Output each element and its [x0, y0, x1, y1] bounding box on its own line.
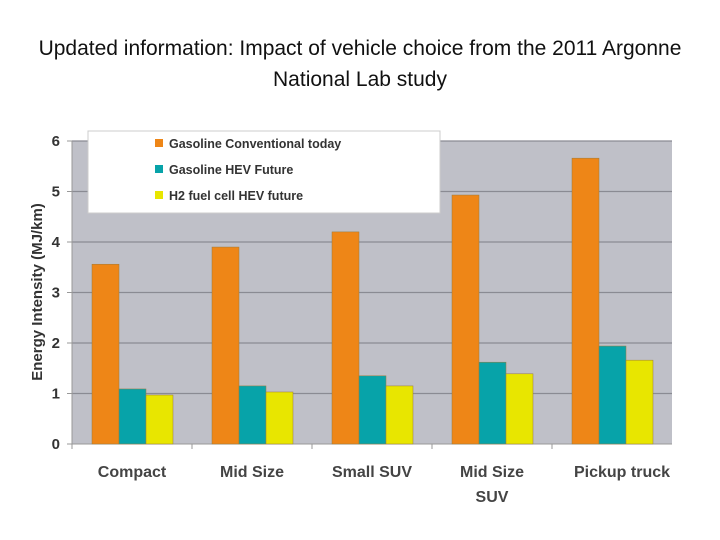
x-tick-label: Pickup truck [574, 464, 670, 481]
bar-h2-fuel-cell-hev-future [265, 391, 294, 445]
bar-gasoline-hev-future [358, 375, 387, 445]
x-tick-label: Mid Size [460, 464, 524, 481]
bar-gasoline-conventional-today [571, 157, 600, 445]
y-tick-label: 5 [52, 184, 60, 201]
y-tick-label: 0 [52, 436, 60, 453]
legend-swatch [155, 191, 163, 199]
bar-gasoline-conventional-today [91, 263, 120, 445]
x-tick-label: Mid Size [220, 464, 284, 481]
bar-h2-fuel-cell-hev-future [385, 385, 414, 445]
legend-label: H2 fuel cell HEV future [169, 189, 303, 203]
bar-gasoline-hev-future [598, 345, 627, 445]
y-tick-label: 4 [52, 234, 61, 251]
bar-gasoline-hev-future [478, 361, 507, 445]
legend-label: Gasoline HEV Future [169, 163, 293, 177]
legend [87, 130, 441, 214]
legend-swatch [155, 139, 163, 147]
legend-label: Gasoline Conventional today [169, 137, 341, 151]
bar-h2-fuel-cell-hev-future [505, 373, 534, 445]
bar-gasoline-conventional-today [211, 246, 240, 445]
bar-h2-fuel-cell-hev-future [145, 394, 174, 445]
bar-gasoline-conventional-today [451, 194, 480, 445]
chart-title: Updated information: Impact of vehicle c… [38, 37, 682, 91]
y-tick-label: 2 [52, 335, 60, 352]
x-tick-label: Small SUV [332, 464, 412, 481]
bar-h2-fuel-cell-hev-future [625, 359, 654, 445]
bar-gasoline-hev-future [238, 385, 267, 445]
bar-gasoline-hev-future [118, 388, 147, 445]
y-axis-label: Energy Intensity (MJ/km) [29, 203, 46, 381]
y-tick-label: 6 [52, 133, 60, 150]
legend-swatch [155, 165, 163, 173]
x-tick-label: SUV [476, 489, 509, 506]
y-tick-label: 3 [52, 285, 60, 302]
x-tick-label: Compact [98, 464, 167, 481]
bar-gasoline-conventional-today [331, 231, 360, 445]
y-tick-label: 1 [52, 386, 60, 403]
